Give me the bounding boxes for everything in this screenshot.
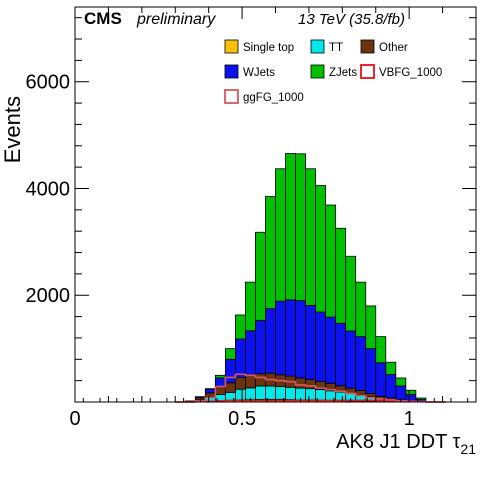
y-axis-title: Events	[0, 96, 25, 163]
x-tick-label: 0.5	[228, 408, 256, 430]
bar-zjets-15	[326, 205, 336, 317]
bar-wjets-23	[406, 395, 416, 401]
bar-zjets-19	[366, 306, 376, 349]
bar-other-8	[255, 374, 265, 386]
bar-zjets-13	[306, 169, 316, 306]
bar-other-7	[245, 376, 255, 388]
bar-zjets-3	[205, 389, 215, 390]
bar-zjets-5	[225, 349, 235, 360]
bar-wjets-13	[306, 305, 316, 379]
bar-zjets-20	[376, 337, 386, 363]
bar-other-19	[366, 393, 376, 396]
bar-wjets-3	[205, 389, 215, 393]
bar-wjets-7	[245, 331, 255, 376]
bar-other-18	[356, 391, 366, 395]
legend-label-single-top: Single top	[243, 42, 294, 54]
legend-label-tt: TT	[329, 42, 343, 54]
bar-zjets-14	[316, 186, 326, 313]
cms-label: CMS	[84, 9, 122, 28]
bar-zjets-6	[235, 315, 245, 339]
bar-wjets-10	[276, 301, 286, 375]
bar-wjets-6	[235, 339, 245, 377]
bar-other-17	[346, 388, 356, 393]
bar-zjets-12	[296, 154, 306, 301]
bar-wjets-21	[386, 375, 396, 398]
preliminary-label: preliminary	[136, 11, 216, 28]
bar-wjets-9	[265, 309, 275, 374]
bar-tt-13	[306, 389, 316, 400]
bar-zjets-17	[346, 256, 356, 331]
bar-zjets-7	[245, 282, 255, 331]
bar-wjets-22	[396, 386, 406, 400]
bar-zjets-16	[336, 228, 346, 323]
bar-other-6	[235, 377, 245, 389]
bar-other-3	[205, 393, 215, 397]
bar-wjets-5	[225, 359, 235, 382]
bar-zjets-11	[286, 154, 296, 300]
bar-wjets-16	[336, 323, 346, 385]
x-axis-title-symbol: τ	[453, 431, 461, 453]
bar-other-5	[225, 383, 235, 393]
bar-other-12	[296, 378, 306, 388]
bar-tt-9	[265, 386, 275, 399]
legend-label-zjets: ZJets	[329, 67, 357, 79]
bar-wjets-12	[296, 301, 306, 378]
bar-wjets-2	[195, 397, 205, 398]
x-axis-title-subscript: 21	[460, 441, 476, 457]
legend-swatch-other	[361, 40, 374, 53]
y-tick-label: 6000	[26, 72, 71, 94]
bar-wjets-17	[346, 331, 356, 388]
bar-wjets-4	[215, 378, 225, 387]
legend-label-vbfg-1000: VBFG_1000	[379, 67, 442, 79]
bar-wjets-20	[376, 363, 386, 397]
energy-label: 13 TeV (35.8/fb)	[298, 11, 405, 28]
bar-other-4	[215, 387, 225, 394]
bar-tt-8	[255, 386, 265, 399]
bar-tt-11	[286, 387, 296, 399]
bar-tt-7	[245, 388, 255, 400]
bar-wjets-11	[286, 300, 296, 376]
legend-label-ggfg-1000: ggFG_1000	[243, 92, 304, 104]
bar-other-13	[306, 380, 316, 389]
bar-wjets-14	[316, 312, 326, 381]
bar-zjets-10	[276, 169, 286, 301]
legend-label-wjets: WJets	[243, 67, 275, 79]
legend-swatch-wjets	[225, 65, 238, 78]
y-tick-label: 4000	[26, 178, 71, 200]
legend-swatch-tt	[311, 40, 324, 53]
legend-swatch-single-top	[225, 40, 238, 53]
bar-zjets-18	[356, 282, 366, 336]
x-axis-title-main: AK8 J1 DDT	[336, 431, 452, 453]
bar-zjets-22	[396, 378, 406, 386]
bar-tt-10	[276, 387, 286, 400]
bar-zjets-4	[215, 375, 225, 378]
bar-tt-6	[235, 389, 245, 400]
bar-wjets-19	[366, 349, 376, 394]
x-tick-label: 0	[69, 408, 80, 430]
bar-zjets-23	[406, 390, 416, 394]
x-tick-label: 1	[404, 408, 415, 430]
legend-swatch-zjets	[311, 65, 324, 78]
bar-zjets-8	[255, 232, 265, 320]
legend-label-other: Other	[379, 42, 408, 54]
bar-zjets-9	[265, 196, 275, 308]
y-tick-label: 2000	[26, 285, 71, 307]
bar-wjets-15	[326, 317, 336, 383]
bar-wjets-8	[255, 320, 265, 373]
bar-tt-16	[336, 392, 346, 401]
bar-wjets-18	[356, 337, 366, 391]
bar-zjets-21	[386, 362, 396, 374]
